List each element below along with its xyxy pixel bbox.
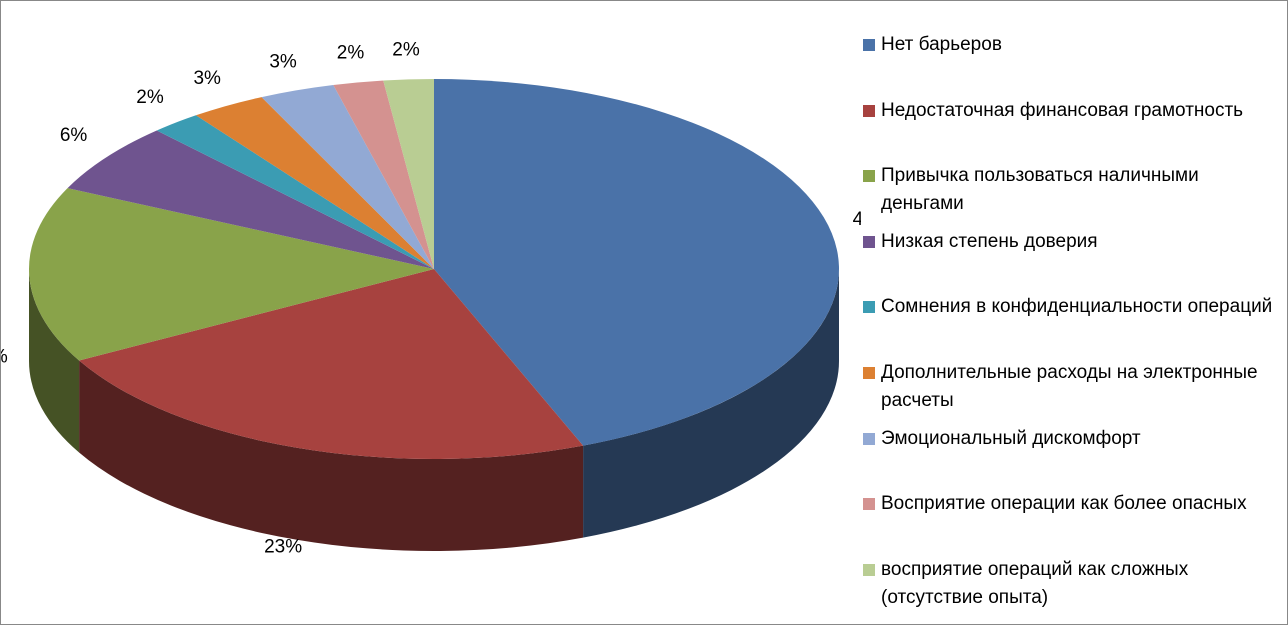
data-label: 23% bbox=[264, 537, 302, 558]
slice bbox=[195, 97, 434, 270]
data-label: 2% bbox=[136, 87, 164, 108]
legend-item: восприятие операций как сложных (отсутст… bbox=[863, 556, 1283, 622]
legend-swatch bbox=[863, 170, 875, 183]
data-label: 15% bbox=[1, 347, 8, 368]
legend-item: Сомнения в конфиденциальности операций bbox=[863, 293, 1283, 359]
legend-swatch bbox=[863, 498, 875, 511]
data-label: 6% bbox=[60, 125, 88, 146]
legend-label: Дополнительные расходы на электронные ра… bbox=[881, 361, 1258, 411]
legend-swatch bbox=[863, 235, 875, 248]
data-label: 3% bbox=[269, 51, 297, 72]
data-label: 2% bbox=[337, 43, 365, 64]
legend-label: Сомнения в конфиденциальности операций bbox=[881, 296, 1273, 318]
legend-label: Недостаточная финансовая грамотность bbox=[881, 99, 1244, 121]
slice bbox=[261, 84, 434, 269]
legend-item: Нет барьеров bbox=[863, 31, 1283, 97]
legend: Нет барьеров Недостаточная финансовая гра… bbox=[863, 31, 1283, 621]
legend-label: Привычка пользоваться наличными деньгами bbox=[881, 165, 1199, 215]
legend-label: Низкая степень доверия bbox=[881, 230, 1098, 252]
slice-side bbox=[79, 360, 584, 551]
slice bbox=[333, 80, 434, 270]
legend-label: Эмоциональный дискомфорт bbox=[881, 427, 1141, 449]
legend-label: Восприятие операции как более опасных bbox=[881, 493, 1247, 515]
legend-item: Дополнительные расходы на электронные ра… bbox=[863, 359, 1283, 425]
legend-label: восприятие операций как сложных (отсутст… bbox=[881, 558, 1189, 608]
slice bbox=[79, 269, 584, 459]
legend-item: Эмоциональный дискомфорт bbox=[863, 425, 1283, 491]
legend-swatch bbox=[863, 432, 875, 445]
legend-item: Восприятие операции как более опасных bbox=[863, 490, 1283, 556]
data-label: 3% bbox=[193, 68, 221, 89]
data-label: 2% bbox=[392, 39, 420, 60]
legend-item: Привычка пользоваться наличными деньгами bbox=[863, 162, 1283, 228]
data-label: 44% bbox=[853, 209, 861, 230]
slice-side bbox=[29, 269, 80, 453]
slice bbox=[383, 79, 434, 269]
slice-side bbox=[583, 269, 839, 538]
slice bbox=[156, 115, 434, 269]
slice bbox=[29, 188, 435, 361]
legend-label: Нет барьеров bbox=[881, 34, 1002, 55]
legend-swatch bbox=[863, 104, 875, 117]
legend-swatch bbox=[863, 301, 875, 314]
slice bbox=[434, 79, 840, 446]
slice bbox=[67, 130, 434, 269]
legend-item: Низкая степень доверия bbox=[863, 228, 1283, 294]
pie-plot: 44% 23% 15% 6% 2% 3% 3% 2% 2% bbox=[1, 39, 861, 558]
legend-swatch bbox=[863, 366, 875, 379]
legend-item: Недостаточная финансовая грамотность bbox=[863, 97, 1283, 163]
legend-swatch bbox=[863, 39, 875, 51]
legend-swatch bbox=[863, 563, 875, 576]
